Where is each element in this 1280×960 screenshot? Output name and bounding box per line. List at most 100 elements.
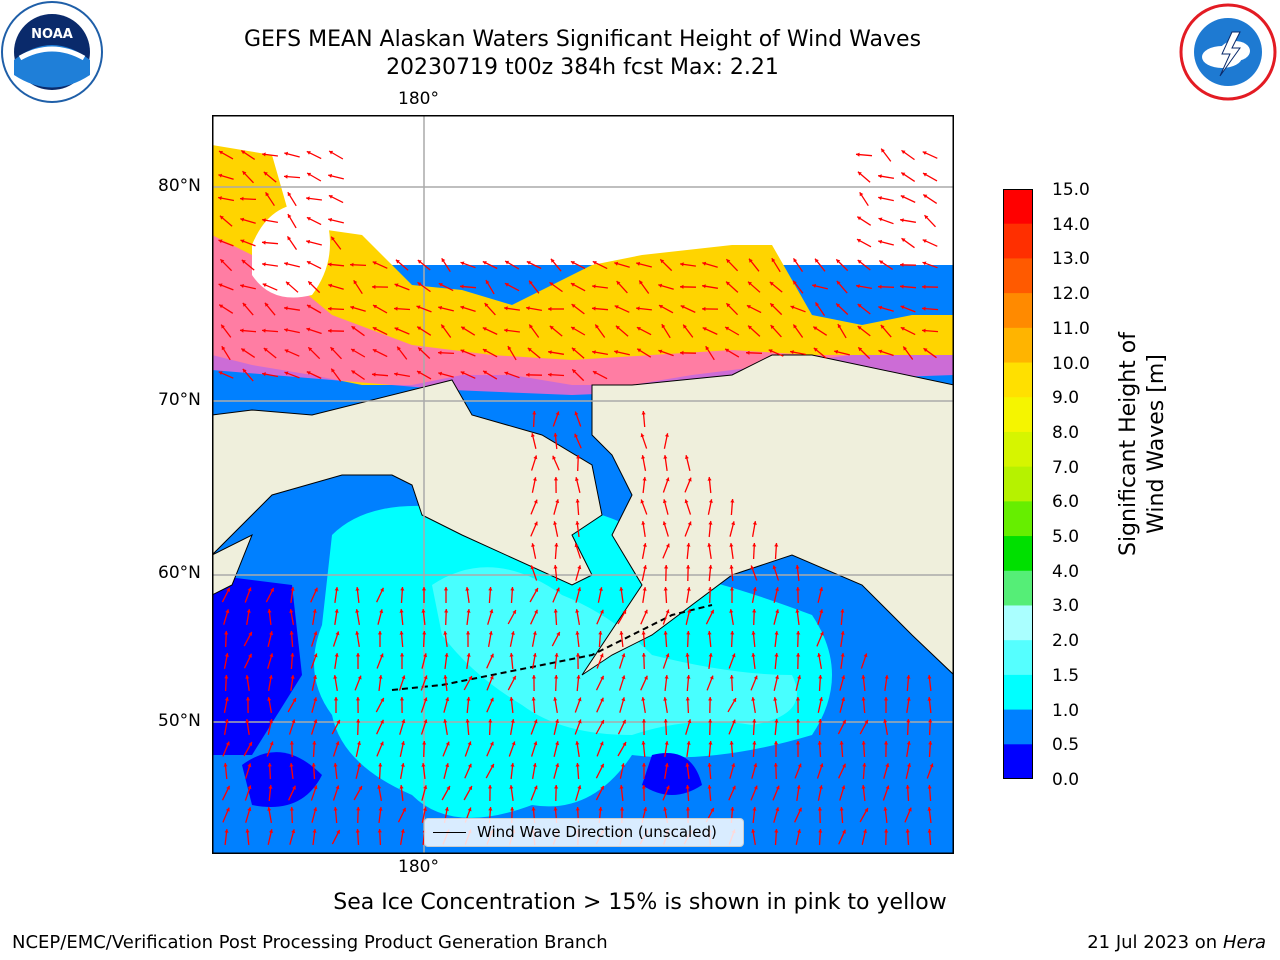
wave-direction-arrowhead <box>768 349 773 354</box>
wave-direction-arrowhead <box>708 741 713 745</box>
wave-direction-arrowhead <box>372 327 377 331</box>
wave-direction-arrowhead <box>686 675 691 679</box>
wave-direction-arrowhead <box>622 610 627 615</box>
wave-direction-arrowhead <box>619 631 624 635</box>
wave-direction-arrowhead <box>421 609 426 613</box>
wave-direction-arrowhead <box>857 326 862 330</box>
wave-direction-arrowhead <box>224 631 229 635</box>
wave-direction-arrowhead <box>245 675 250 679</box>
wave-direction-arrowhead <box>530 433 535 438</box>
wave-direction-arrowhead <box>614 350 618 355</box>
wave-direction-arrowhead <box>553 565 558 569</box>
wave-direction-arrowhead <box>400 763 405 767</box>
wave-direction-arrowhead <box>534 588 538 592</box>
map-title: GEFS MEAN Alaskan Waters Significant Hei… <box>243 27 922 52</box>
wave-direction-arrowhead <box>292 698 296 702</box>
wave-direction-arrowhead <box>247 807 252 812</box>
wave-direction-arrowhead <box>924 215 929 220</box>
wave-direction-arrowhead <box>526 372 530 377</box>
wave-direction-arrowhead <box>399 697 404 701</box>
wave-direction-arrowhead <box>484 303 489 307</box>
wave-direction-arrowhead <box>658 283 663 288</box>
wave-direction-arrowhead <box>482 261 487 265</box>
wave-direction-arrowhead <box>790 305 795 310</box>
wave-direction-arrowhead <box>576 675 581 679</box>
wave-direction-arrowhead <box>752 719 757 723</box>
wave-direction-arrowhead <box>707 477 712 481</box>
wave-direction-arrowhead <box>224 719 229 723</box>
colorbar-tick-label: 11.0 <box>1052 318 1090 339</box>
wave-direction-arrowhead <box>289 631 294 635</box>
wave-direction-arrowhead <box>532 653 537 657</box>
wave-direction-arrowhead <box>570 283 575 287</box>
wave-direction-arrowhead <box>621 697 626 702</box>
wave-direction-arrowhead <box>571 326 576 331</box>
colorbar-tick-label: 8.0 <box>1052 422 1080 443</box>
wave-direction-arrowhead <box>549 282 554 286</box>
wave-direction-arrowhead <box>903 346 907 351</box>
wave-direction-arrowhead <box>644 675 648 680</box>
wave-direction-arrowhead <box>242 302 247 307</box>
wave-direction-arrowhead <box>287 192 292 197</box>
wave-direction-arrowhead <box>423 675 428 680</box>
wave-direction-arrowhead <box>621 653 626 658</box>
wave-direction-arrowhead <box>269 719 273 723</box>
wave-direction-arrowhead <box>532 631 537 635</box>
colorbar-tick-label: 4.0 <box>1052 561 1080 582</box>
wave-direction-arrowhead <box>328 262 332 267</box>
wave-direction-arrowhead <box>554 543 559 547</box>
wave-direction-arrowhead <box>641 521 646 525</box>
wave-direction-arrowhead <box>284 349 289 354</box>
wave-direction-arrowhead <box>334 653 339 657</box>
wave-direction-arrowhead <box>331 236 335 241</box>
wave-direction-arrowhead <box>773 697 778 701</box>
wave-direction-arrowhead <box>289 609 294 613</box>
wave-direction-arrowhead <box>355 609 360 613</box>
wave-direction-arrowhead <box>313 697 318 702</box>
wave-direction-arrowhead <box>416 305 421 310</box>
lat-label-70n: 70°N <box>158 390 201 410</box>
wave-direction-arrowhead <box>554 785 559 789</box>
wave-direction-arrowhead <box>900 305 905 310</box>
wave-direction-arrowhead <box>504 306 508 311</box>
wave-direction-arrowhead <box>879 260 884 265</box>
wave-direction-arrowhead <box>380 587 384 592</box>
wave-direction-arrowhead <box>707 785 712 789</box>
wave-direction-arrowhead <box>443 631 448 635</box>
wave-direction-arrowhead <box>751 631 756 635</box>
wave-direction-arrowhead <box>641 741 646 745</box>
wave-direction-arrowhead <box>790 350 794 355</box>
wave-direction-arrowhead <box>265 192 270 197</box>
wave-direction-arrowhead <box>837 324 842 329</box>
wave-direction-arrowhead <box>241 259 246 264</box>
wave-direction-arrowhead <box>291 829 296 834</box>
wave-direction-arrowhead <box>680 284 684 289</box>
wave-direction-arrowhead <box>357 675 362 680</box>
wave-direction-arrowhead <box>636 261 641 266</box>
wave-direction-arrowhead <box>861 785 866 789</box>
wave-direction-arrowhead <box>576 455 581 459</box>
wave-direction-arrowhead <box>881 148 885 153</box>
wave-direction-arrowhead <box>878 239 883 244</box>
wave-direction-arrowhead <box>527 347 532 352</box>
wave-direction-arrowhead <box>372 284 376 289</box>
wave-direction-arrowhead <box>819 697 823 701</box>
wave-direction-arrowhead <box>555 741 560 746</box>
wave-direction-arrowhead <box>795 719 801 723</box>
wave-direction-arrowhead <box>752 807 757 811</box>
wave-direction-arrowhead <box>592 350 596 355</box>
wave-direction-arrowhead <box>490 653 494 658</box>
wave-direction-arrowhead <box>731 653 736 658</box>
wave-direction-arrowhead <box>509 653 514 657</box>
wave-direction-arrowhead <box>247 587 252 592</box>
wave-direction-arrowhead <box>636 306 640 311</box>
wave-direction-arrowhead <box>684 499 689 504</box>
wave-direction-arrowhead <box>333 763 338 767</box>
wave-direction-arrowhead <box>841 697 846 702</box>
wave-direction-arrowhead <box>328 328 332 333</box>
wave-direction-arrowhead <box>687 719 692 724</box>
wave-direction-arrowhead <box>380 719 384 724</box>
wave-direction-arrowhead <box>906 675 911 679</box>
wave-direction-arrowhead <box>460 305 465 310</box>
colorbar-swatch <box>1003 536 1033 572</box>
